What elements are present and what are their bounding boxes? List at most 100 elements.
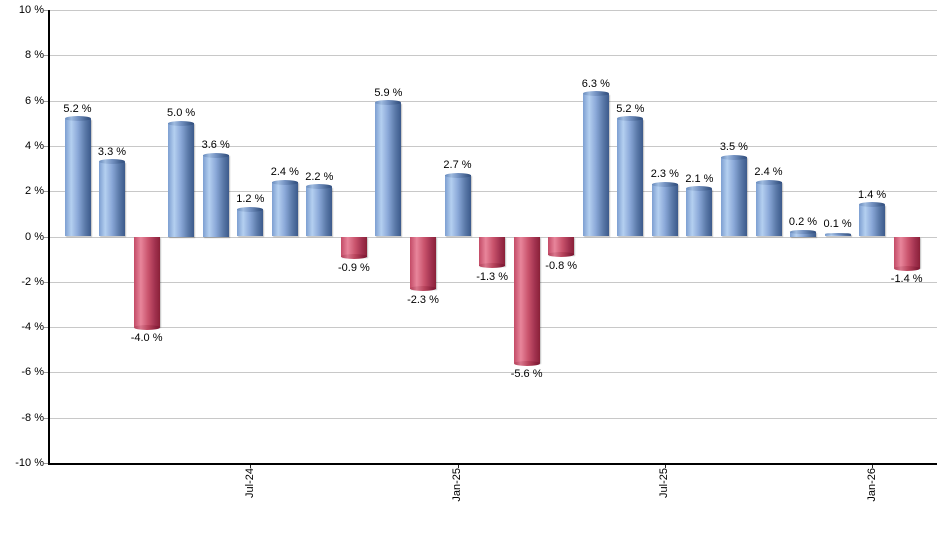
bar-cap [375,100,402,106]
gridline [49,417,937,419]
bar [306,184,333,237]
bar [271,179,298,237]
x-axis-tick-label: Jan-26 [865,468,878,502]
bar [479,236,506,269]
bar-cap [99,159,125,165]
bar-cap [548,252,575,258]
bar-value-label: 1.4 % [858,188,887,201]
bar [237,206,264,237]
bar-cap [755,179,782,185]
x-axis-tick [250,463,252,468]
bar-cap [271,179,298,185]
bar-value-label: 0.1 % [823,218,852,231]
bar [582,91,609,237]
y-axis-tick-label: 4 % [25,139,44,152]
x-axis-tick [457,463,459,468]
bar-cap [444,172,471,178]
x-axis-tick [872,463,874,468]
bar-cap [306,184,333,190]
bar-cap [790,230,816,234]
gridline [49,10,937,11]
bar-value-label: 1.2 % [236,193,265,206]
bar [755,179,782,237]
y-axis-tick-label: 8 % [25,49,44,62]
bar [824,233,851,237]
y-axis-tick [44,10,49,11]
bar-cap [686,186,713,192]
bar-value-label: -0.9 % [337,261,370,274]
x-axis-tick-label: Jul-25 [658,468,671,498]
bar-value-label: -1.4 % [890,273,923,286]
y-axis-tick-label: -4 % [21,321,44,334]
bar-cap [859,202,886,208]
y-axis-tick-label: -8 % [21,411,44,424]
bar-value-label: 5.9 % [374,86,403,99]
y-axis-tick-label: 10 % [18,4,44,16]
bar-value-label: 0.2 % [788,216,818,228]
bar-value-label: 2.7 % [443,159,472,172]
bar [375,100,402,237]
bar-cap [340,254,367,260]
bar [859,202,886,237]
x-axis-tick-label: Jul-24 [243,468,256,498]
y-axis-tick-label: 6 % [25,94,44,107]
y-axis-tick [44,55,49,57]
y-axis-tick [44,100,49,102]
bar-value-label: 5.2 % [63,102,92,115]
bar-cap [582,91,609,97]
bar-value-label: 5.2 % [616,102,645,115]
bar [202,152,229,237]
x-axis-tick-label: Jan-25 [451,468,463,502]
bar [548,236,575,258]
bar [99,159,125,237]
bar-value-label: 3.3 % [97,145,127,158]
gridline [49,372,937,374]
bar-value-label: -0.8 % [545,259,578,272]
bar-value-label: 2.3 % [650,168,679,181]
bar-value-label: 5.0 % [167,107,196,120]
bar-value-label: -5.6 % [510,368,543,381]
y-axis-tick-label: -6 % [21,366,44,379]
bar [720,154,747,237]
gridline [49,327,937,329]
bar-cap [133,324,160,330]
bar-value-label: 2.2 % [305,170,334,183]
y-axis-tick [44,417,49,419]
bar [617,116,644,237]
bar [651,181,678,237]
y-axis-tick [44,281,49,283]
bar [790,230,816,237]
bar [893,236,920,271]
bar [168,120,195,237]
bar-value-label: 2.1 % [685,172,714,185]
bar-cap [479,263,506,269]
bar [686,186,713,237]
gridline [49,281,937,283]
bar-cap [410,286,436,292]
bar [133,236,160,330]
bar-value-label: -2.3 % [407,293,439,306]
bar [444,172,471,237]
gridline [49,191,937,193]
bar-value-label: 2.4 % [270,166,299,179]
y-axis-tick-label: -2 % [21,275,44,288]
bar-cap [893,265,920,271]
bar [340,236,367,260]
y-axis-line [48,10,50,465]
y-axis-tick-label: 0 % [25,230,44,243]
gridline [49,55,937,57]
y-axis-tick [44,191,49,193]
bar-cap [617,116,644,122]
bar-cap [513,360,540,366]
x-axis-tick [664,463,666,468]
bar [513,236,540,366]
y-axis-tick-label: 2 % [25,185,44,198]
y-axis-tick [44,463,49,464]
bar-cap [824,233,851,236]
y-axis-tick [44,327,49,329]
bar-value-label: -4.0 % [130,332,163,345]
bar-value-label: 3.6 % [201,139,230,151]
bar-cap [64,116,91,122]
bar-cap [237,206,264,212]
